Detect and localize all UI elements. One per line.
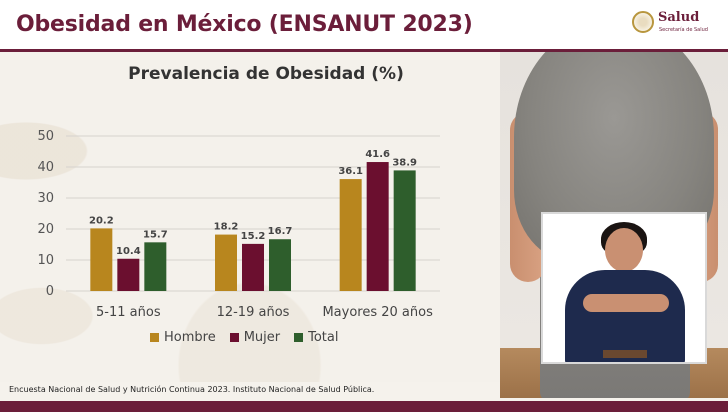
sign-language-interpreter-inset: [541, 212, 707, 364]
bar-mujer: [117, 258, 140, 291]
bar-mujer: [242, 243, 264, 291]
data-label-total: 16.7: [268, 226, 293, 237]
bar-mujer: [366, 162, 389, 291]
data-label-mujer: 15.2: [241, 231, 266, 242]
y-tick-label: 20: [37, 222, 54, 237]
footer-bar: [0, 401, 728, 412]
bar-hombre: [90, 228, 113, 291]
source-note: Encuesta Nacional de Salud y Nutrición C…: [9, 385, 375, 394]
interpreter-face: [605, 228, 643, 272]
slide-header: Obesidad en México (ENSANUT 2023) Salud …: [0, 0, 728, 52]
legend-swatch-mujer: [229, 333, 239, 342]
salud-logo: Salud Secretaría de Salud: [632, 10, 708, 40]
logo-subtitle: Secretaría de Salud: [659, 27, 708, 33]
legend-label-hombre: Hombre: [164, 330, 216, 345]
seal-icon: [632, 11, 654, 33]
y-axis-ticks: 0 10 20 30 40 50: [37, 129, 54, 299]
interpreter-body: [565, 270, 685, 362]
data-label-total: 15.7: [143, 229, 168, 240]
interpreter-hands: [583, 294, 669, 312]
category-label: Mayores 20 años: [322, 305, 433, 320]
category-label: 5-11 años: [96, 305, 161, 320]
interpreter-belt: [603, 350, 647, 358]
data-label-hombre: 18.2: [214, 222, 239, 233]
legend-swatch-total: [294, 333, 304, 342]
chart-title: Prevalencia de Obesidad (%): [128, 64, 404, 84]
bar-total: [144, 242, 167, 291]
slide-title: Obesidad en México (ENSANUT 2023): [16, 12, 473, 37]
data-label-hombre: 20.2: [89, 215, 114, 226]
data-label-hombre: 36.1: [338, 166, 363, 177]
y-tick-label: 30: [37, 191, 54, 206]
legend-item-total: Total: [294, 330, 339, 345]
legend-swatch-hombre: [150, 333, 159, 342]
logo-name: Salud: [658, 10, 700, 25]
data-label-total: 38.9: [392, 157, 417, 168]
category-labels: 5-11 años 12-19 años Mayores 20 años: [96, 305, 433, 320]
data-label-mujer: 41.6: [365, 149, 390, 160]
y-tick-label: 0: [46, 284, 54, 299]
bar-hombre: [215, 234, 237, 291]
legend-label-total: Total: [308, 330, 339, 345]
bar-hombre: [339, 179, 362, 291]
y-tick-label: 50: [37, 129, 54, 144]
bar-total: [393, 170, 416, 291]
chart-bars: [90, 162, 416, 291]
chart-legend: Hombre Mujer Total: [150, 330, 339, 345]
data-labels: 20.2 10.415.7 18.215.2 16.7 36.141.638.9: [89, 149, 417, 257]
legend-item-hombre: Hombre: [150, 330, 216, 345]
y-tick-label: 40: [37, 160, 54, 175]
data-label-mujer: 10.4: [116, 246, 141, 257]
bar-total: [269, 239, 291, 291]
category-label: 12-19 años: [217, 305, 290, 320]
decorative-background: [0, 52, 520, 382]
y-tick-label: 10: [37, 253, 54, 268]
legend-item-mujer: Mujer: [229, 330, 281, 345]
legend-label-mujer: Mujer: [243, 330, 281, 345]
